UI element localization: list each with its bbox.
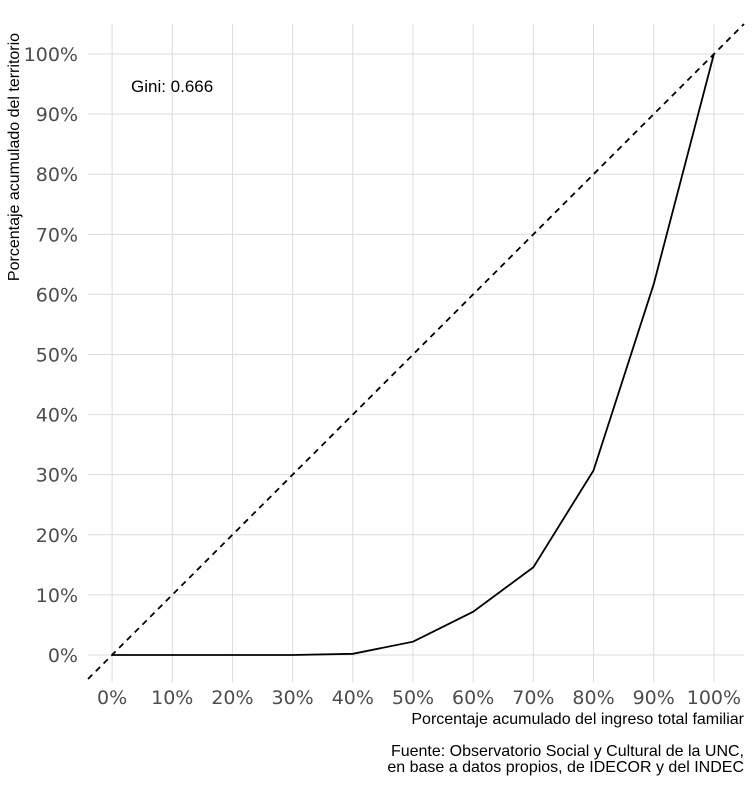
series-layer: [87, 23, 745, 680]
x-tick-label: 30%: [272, 687, 314, 709]
y-tick-label: 20%: [36, 525, 78, 547]
grid: [88, 24, 744, 682]
caption-line-1: Fuente: Observatorio Social y Cultural d…: [391, 743, 744, 760]
x-tick-label: 0%: [97, 687, 127, 709]
y-tick-label: 40%: [36, 405, 78, 427]
x-tick-label: 100%: [687, 687, 741, 709]
y-tick-label: 50%: [36, 345, 78, 367]
y-axis-title: Porcentaje acumulado del territorio: [6, 33, 23, 281]
x-tick-label: 60%: [452, 687, 494, 709]
x-axis-ticks: 0% 10% 20% 30% 40% 50% 60% 70% 80% 90% 100%: [97, 687, 741, 709]
gini-annotation: Gini: 0.666: [131, 77, 213, 96]
y-tick-label: 100%: [24, 44, 78, 66]
y-tick-label: 30%: [36, 465, 78, 487]
x-tick-label: 70%: [512, 687, 554, 709]
y-tick-label: 60%: [36, 284, 78, 306]
y-tick-label: 90%: [36, 104, 78, 126]
equality-line: [87, 23, 745, 680]
lorenz-curve-line: [112, 53, 715, 656]
x-axis-title: Porcentaje acumulado del ingreso total f…: [411, 711, 744, 728]
x-tick-label: 40%: [332, 687, 374, 709]
x-tick-label: 20%: [211, 687, 253, 709]
x-tick-label: 50%: [392, 687, 434, 709]
caption-line-2: en base a datos propios, de IDECOR y del…: [387, 759, 744, 776]
x-tick-label: 80%: [572, 687, 614, 709]
y-tick-label: 70%: [36, 224, 78, 246]
x-tick-label: 90%: [633, 687, 675, 709]
y-tick-label: 0%: [48, 645, 78, 667]
x-tick-label: 10%: [151, 687, 193, 709]
y-axis-ticks: 0% 10% 20% 30% 40% 50% 60% 70% 80% 90% 100%: [24, 44, 78, 667]
y-tick-label: 10%: [36, 585, 78, 607]
y-tick-label: 80%: [36, 164, 78, 186]
